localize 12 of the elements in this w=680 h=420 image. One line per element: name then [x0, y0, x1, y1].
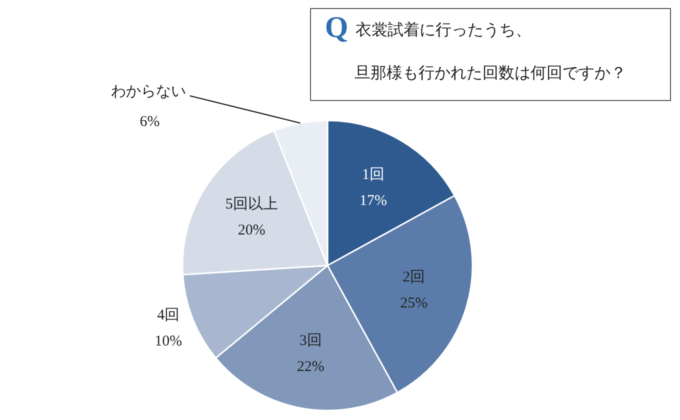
- data-label: 25%: [400, 296, 428, 312]
- slice-label: 4回: [157, 307, 180, 324]
- data-label: 10%: [154, 333, 182, 350]
- slice-label: 2回: [402, 270, 426, 286]
- data-label: 22%: [296, 358, 324, 375]
- slice-label: 5回以上: [225, 195, 278, 212]
- data-label: 20%: [238, 222, 266, 238]
- slice-label: 3回: [299, 332, 322, 349]
- slice-label: わからない: [110, 84, 186, 100]
- data-label: 17%: [360, 193, 388, 210]
- data-label: 6%: [140, 114, 160, 130]
- slice-label: 1回: [362, 167, 385, 184]
